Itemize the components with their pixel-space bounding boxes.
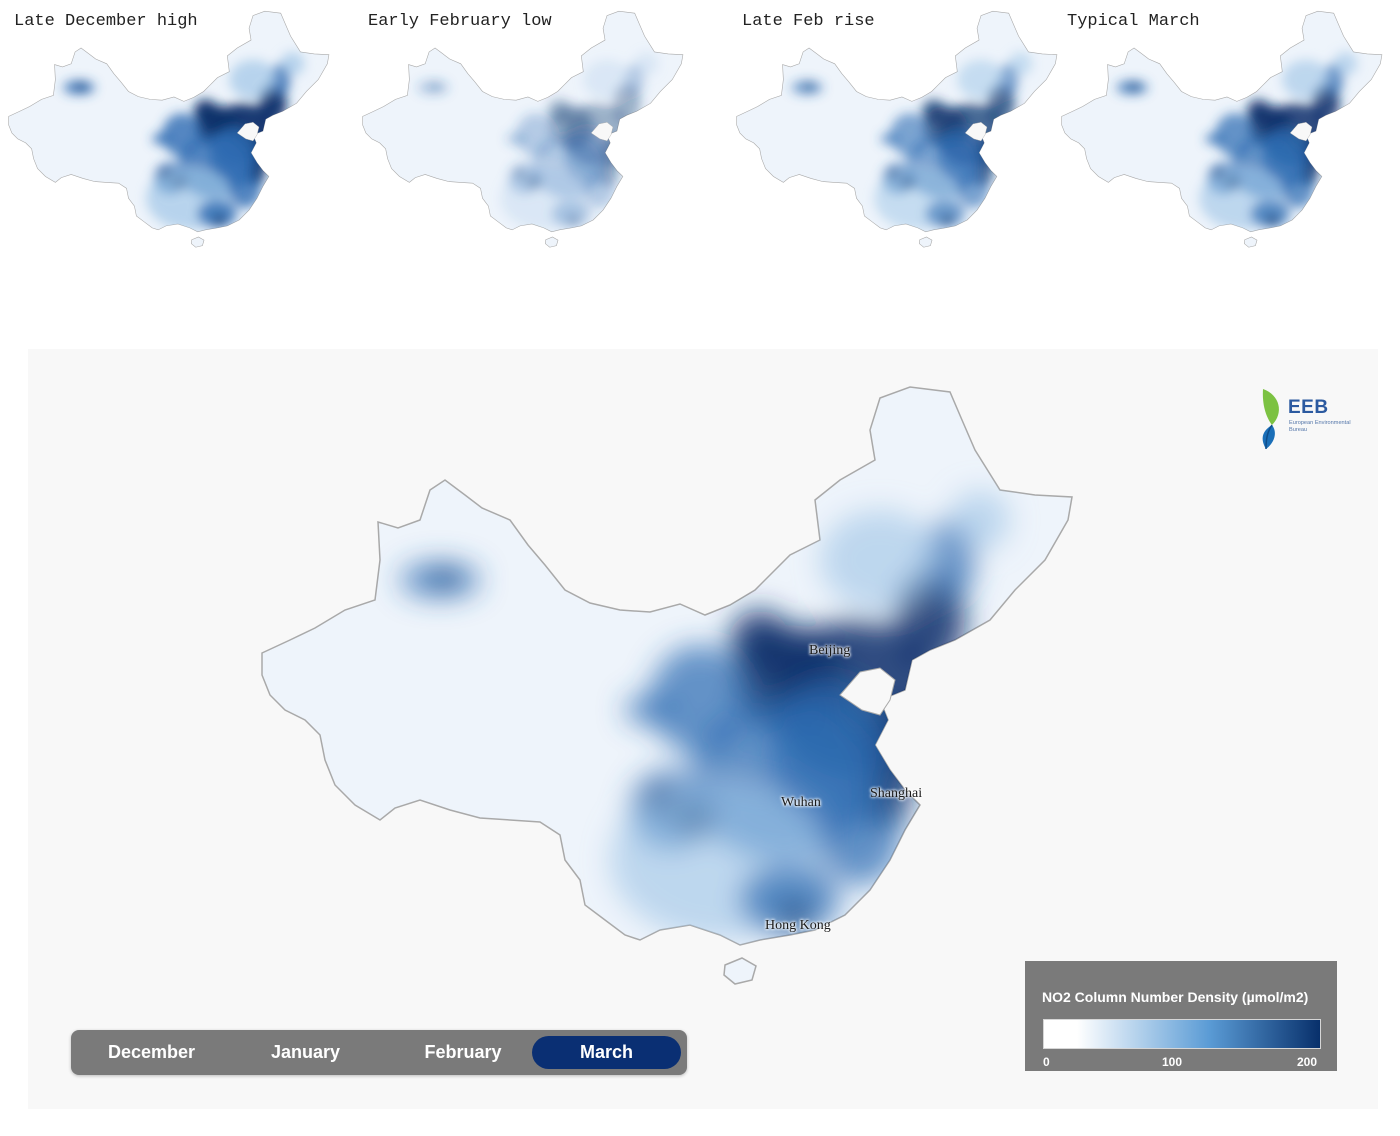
city-label-wuhan: Wuhan bbox=[781, 795, 821, 810]
legend-tick-0: 0 bbox=[1043, 1055, 1050, 1069]
no2-hotspot bbox=[567, 215, 579, 225]
no2-hotspot bbox=[76, 83, 86, 90]
thumbnail-late-december: Late December high bbox=[0, 0, 340, 262]
no2-hotspot bbox=[1266, 215, 1278, 225]
no2-hotspot bbox=[730, 610, 790, 670]
no2-hotspot bbox=[152, 132, 172, 145]
hainan-island bbox=[191, 236, 205, 248]
logo-name: EEB bbox=[1288, 397, 1329, 418]
china-no2-map[interactable] bbox=[28, 349, 1378, 1109]
no2-hotspot bbox=[583, 59, 631, 100]
no2-hotspot bbox=[430, 83, 440, 90]
no2-hotspot bbox=[280, 51, 305, 76]
no2-hotspot bbox=[804, 83, 814, 90]
bohai-sea bbox=[839, 667, 896, 716]
no2-hotspot bbox=[820, 510, 940, 610]
bohai-sea bbox=[964, 122, 988, 142]
leaf-logo-icon bbox=[1262, 389, 1279, 450]
no2-hotspot bbox=[197, 200, 238, 228]
month-january-button[interactable]: January bbox=[270, 1042, 341, 1062]
no2-hotspot bbox=[634, 51, 659, 76]
city-label-shanghai: Shanghai bbox=[870, 786, 923, 801]
no2-hotspot bbox=[740, 865, 840, 935]
no2-hotspot bbox=[506, 132, 526, 145]
no2-hotspot bbox=[957, 172, 989, 209]
color-legend: NO2 Column Number Density (µmol/m2) 0 10… bbox=[1025, 961, 1337, 1071]
no2-hotspot bbox=[781, 903, 809, 927]
no2-hotspot bbox=[1282, 59, 1330, 100]
eeb-logo: EEB European Environmental Bureau bbox=[1258, 387, 1358, 457]
month-february-button[interactable]: February bbox=[424, 1042, 502, 1062]
no2-hotspot bbox=[162, 113, 202, 157]
no2-hotspot bbox=[890, 113, 930, 157]
no2-hotspot bbox=[547, 99, 572, 124]
logo-subtitle: European Environmental Bureau bbox=[1289, 420, 1351, 433]
no2-hotspot bbox=[516, 113, 556, 157]
thumbnail-typical-march: Typical March bbox=[1053, 0, 1393, 262]
thumbnail-early-february: Early February low bbox=[354, 0, 694, 262]
no2-hotspot bbox=[193, 99, 218, 124]
thumbnail-title: Late Feb rise bbox=[742, 12, 875, 31]
no2-hotspot bbox=[925, 200, 966, 228]
china-map-thumbnail bbox=[8, 10, 330, 248]
hainan-island bbox=[919, 236, 933, 248]
no2-hotspot bbox=[950, 490, 1010, 550]
no2-hotspot bbox=[1205, 132, 1225, 145]
thumbnail-title: Early February low bbox=[368, 12, 552, 31]
month-selector: December January February March bbox=[71, 1030, 687, 1075]
no2-hotspot bbox=[941, 215, 953, 225]
legend-tick-100: 100 bbox=[1162, 1055, 1183, 1069]
no2-hotspot bbox=[1246, 99, 1271, 124]
bohai-sea bbox=[236, 122, 260, 142]
no2-hotspot bbox=[551, 200, 592, 228]
legend-title: NO2 Column Number Density (µmol/m2) bbox=[1042, 989, 1309, 1005]
no2-hotspot bbox=[921, 99, 946, 124]
no2-hotspot bbox=[229, 172, 261, 209]
thumbnail-late-feb: Late Feb rise bbox=[728, 0, 1068, 262]
no2-hotspot bbox=[1282, 172, 1314, 209]
month-december-button[interactable]: December bbox=[107, 1042, 196, 1062]
city-label-beijing: Beijing bbox=[809, 643, 851, 658]
no2-hotspot bbox=[1215, 113, 1255, 157]
legend-color-ramp bbox=[1043, 1019, 1321, 1049]
hainan-island bbox=[1244, 236, 1258, 248]
no2-hotspot bbox=[229, 59, 277, 100]
china-map-thumbnail bbox=[362, 10, 684, 248]
no2-hotspot bbox=[625, 695, 675, 725]
no2-hotspot bbox=[1250, 200, 1291, 228]
no2-hotspot bbox=[433, 570, 457, 586]
no2-hotspot bbox=[650, 645, 750, 755]
thumbnail-title: Typical March bbox=[1067, 12, 1200, 31]
no2-hotspot bbox=[583, 172, 615, 209]
city-label-hong-kong: Hong Kong bbox=[765, 918, 831, 933]
no2-hotspot bbox=[1333, 51, 1358, 76]
no2-hotspot bbox=[1008, 51, 1033, 76]
china-map-thumbnail bbox=[1061, 10, 1383, 248]
no2-hotspot bbox=[1129, 83, 1139, 90]
main-map-panel: Beijing Wuhan Shanghai Hong Kong EEB Eur… bbox=[28, 349, 1378, 1109]
legend-tick-200: 200 bbox=[1297, 1055, 1318, 1069]
hainan-island bbox=[545, 236, 559, 248]
no2-hotspot bbox=[213, 215, 225, 225]
bohai-sea bbox=[1289, 122, 1313, 142]
no2-hotspot bbox=[820, 795, 900, 885]
no2-hotspot bbox=[957, 59, 1005, 100]
bohai-sea bbox=[590, 122, 614, 142]
no2-hotspot bbox=[880, 132, 900, 145]
thumbnail-title: Late December high bbox=[14, 12, 198, 31]
hainan-island bbox=[723, 957, 757, 985]
month-march-button[interactable]: March bbox=[532, 1036, 681, 1069]
china-map-thumbnail bbox=[736, 10, 1058, 248]
